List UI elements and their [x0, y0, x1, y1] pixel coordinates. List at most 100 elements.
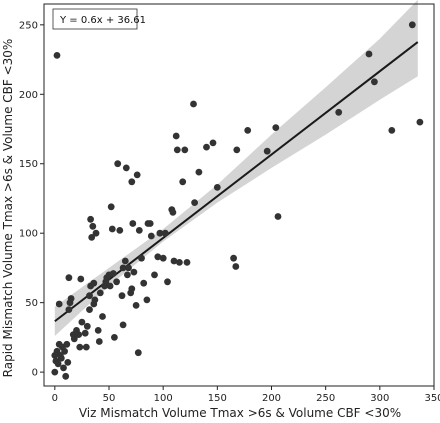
data-point: [92, 229, 100, 237]
data-point: [233, 146, 241, 154]
data-point: [138, 254, 145, 262]
x-tick-label: 300: [370, 393, 389, 404]
data-point: [95, 338, 103, 345]
data-point: [116, 227, 124, 234]
data-point: [81, 329, 89, 337]
y-axis-label: Rapid Mismatch Volume Tmax >6s & Volume …: [1, 39, 15, 378]
data-point: [87, 215, 94, 223]
equation-box: [52, 8, 138, 30]
data-point: [119, 321, 127, 329]
data-point: [140, 279, 148, 287]
data-point: [195, 168, 203, 176]
data-point: [191, 199, 199, 207]
data-point: [107, 203, 115, 211]
data-point: [77, 275, 85, 283]
data-point: [89, 222, 97, 230]
data-point: [164, 278, 171, 286]
data-point: [83, 322, 91, 330]
data-point: [161, 229, 169, 237]
data-point: [143, 296, 151, 304]
data-point: [365, 50, 373, 58]
y-tick-label: 50: [25, 298, 38, 309]
data-point: [371, 78, 378, 86]
data-point: [111, 334, 118, 341]
data-point: [53, 52, 61, 59]
data-point: [124, 271, 131, 279]
data-point: [230, 254, 238, 262]
data-point: [172, 132, 180, 140]
data-point: [173, 146, 181, 154]
data-point: [156, 229, 164, 237]
data-point: [274, 213, 282, 220]
data-point: [86, 292, 93, 300]
data-point: [169, 209, 177, 216]
data-point: [416, 118, 424, 126]
data-point: [232, 263, 240, 270]
data-point: [91, 296, 99, 304]
data-point: [75, 331, 83, 338]
data-point: [244, 126, 252, 134]
data-point: [121, 257, 129, 265]
x-axis-label: Viz Mismatch Volume Tmax >6s & Volume CB…: [79, 406, 401, 420]
x-tick-label: 100: [154, 393, 173, 404]
data-point: [108, 225, 116, 233]
equation-text: Y = 0.6x + 36.61: [59, 15, 146, 26]
data-point: [113, 278, 120, 286]
x-tick-label: 200: [262, 393, 281, 404]
data-point: [119, 264, 127, 272]
data-point: [190, 100, 197, 108]
data-point: [135, 227, 143, 234]
data-point: [88, 234, 96, 241]
data-point: [183, 259, 191, 266]
data-point: [67, 295, 75, 302]
data-point: [151, 271, 158, 279]
data-point: [55, 300, 63, 308]
x-tick-label: 350: [424, 393, 440, 404]
data-point: [82, 343, 90, 351]
x-tick-label: 50: [103, 393, 116, 404]
data-point: [70, 335, 78, 343]
equation-annotation: Y = 0.6x + 36.61: [52, 8, 146, 30]
data-point: [62, 372, 70, 380]
data-point: [335, 108, 343, 116]
y-tick-label: 150: [19, 159, 38, 170]
data-point: [60, 364, 67, 372]
data-point: [147, 232, 155, 240]
data-point: [179, 178, 187, 186]
y-tick-label: 100: [19, 229, 38, 240]
data-point: [57, 354, 65, 362]
data-point: [99, 313, 106, 320]
data-point: [61, 347, 68, 355]
data-point: [65, 274, 73, 282]
x-tick-label: 0: [52, 393, 58, 404]
y-tick-label: 200: [19, 90, 38, 101]
data-point: [86, 306, 93, 313]
x-tick-label: 150: [208, 393, 227, 404]
y-tick-label: 0: [32, 368, 38, 379]
data-point: [114, 160, 122, 168]
data-point: [63, 340, 71, 348]
data-point: [388, 126, 396, 134]
data-point: [134, 349, 142, 357]
data-points-layer: [51, 21, 424, 380]
data-point: [263, 147, 271, 155]
plot-frame: [43, 3, 435, 387]
data-point: [78, 318, 86, 326]
data-point: [125, 264, 132, 272]
data-point: [106, 282, 114, 290]
data-point: [170, 257, 178, 265]
y-tick-label: 250: [19, 20, 38, 31]
data-point: [209, 139, 217, 147]
data-point: [128, 285, 136, 293]
data-point: [90, 279, 98, 287]
data-point: [213, 184, 221, 191]
data-point: [54, 360, 62, 368]
data-point: [154, 253, 162, 261]
data-point: [118, 292, 126, 300]
data-point: [76, 343, 84, 351]
x-tick-label: 250: [316, 393, 335, 404]
data-point: [159, 254, 167, 262]
data-point: [133, 171, 141, 179]
data-point: [109, 270, 117, 277]
